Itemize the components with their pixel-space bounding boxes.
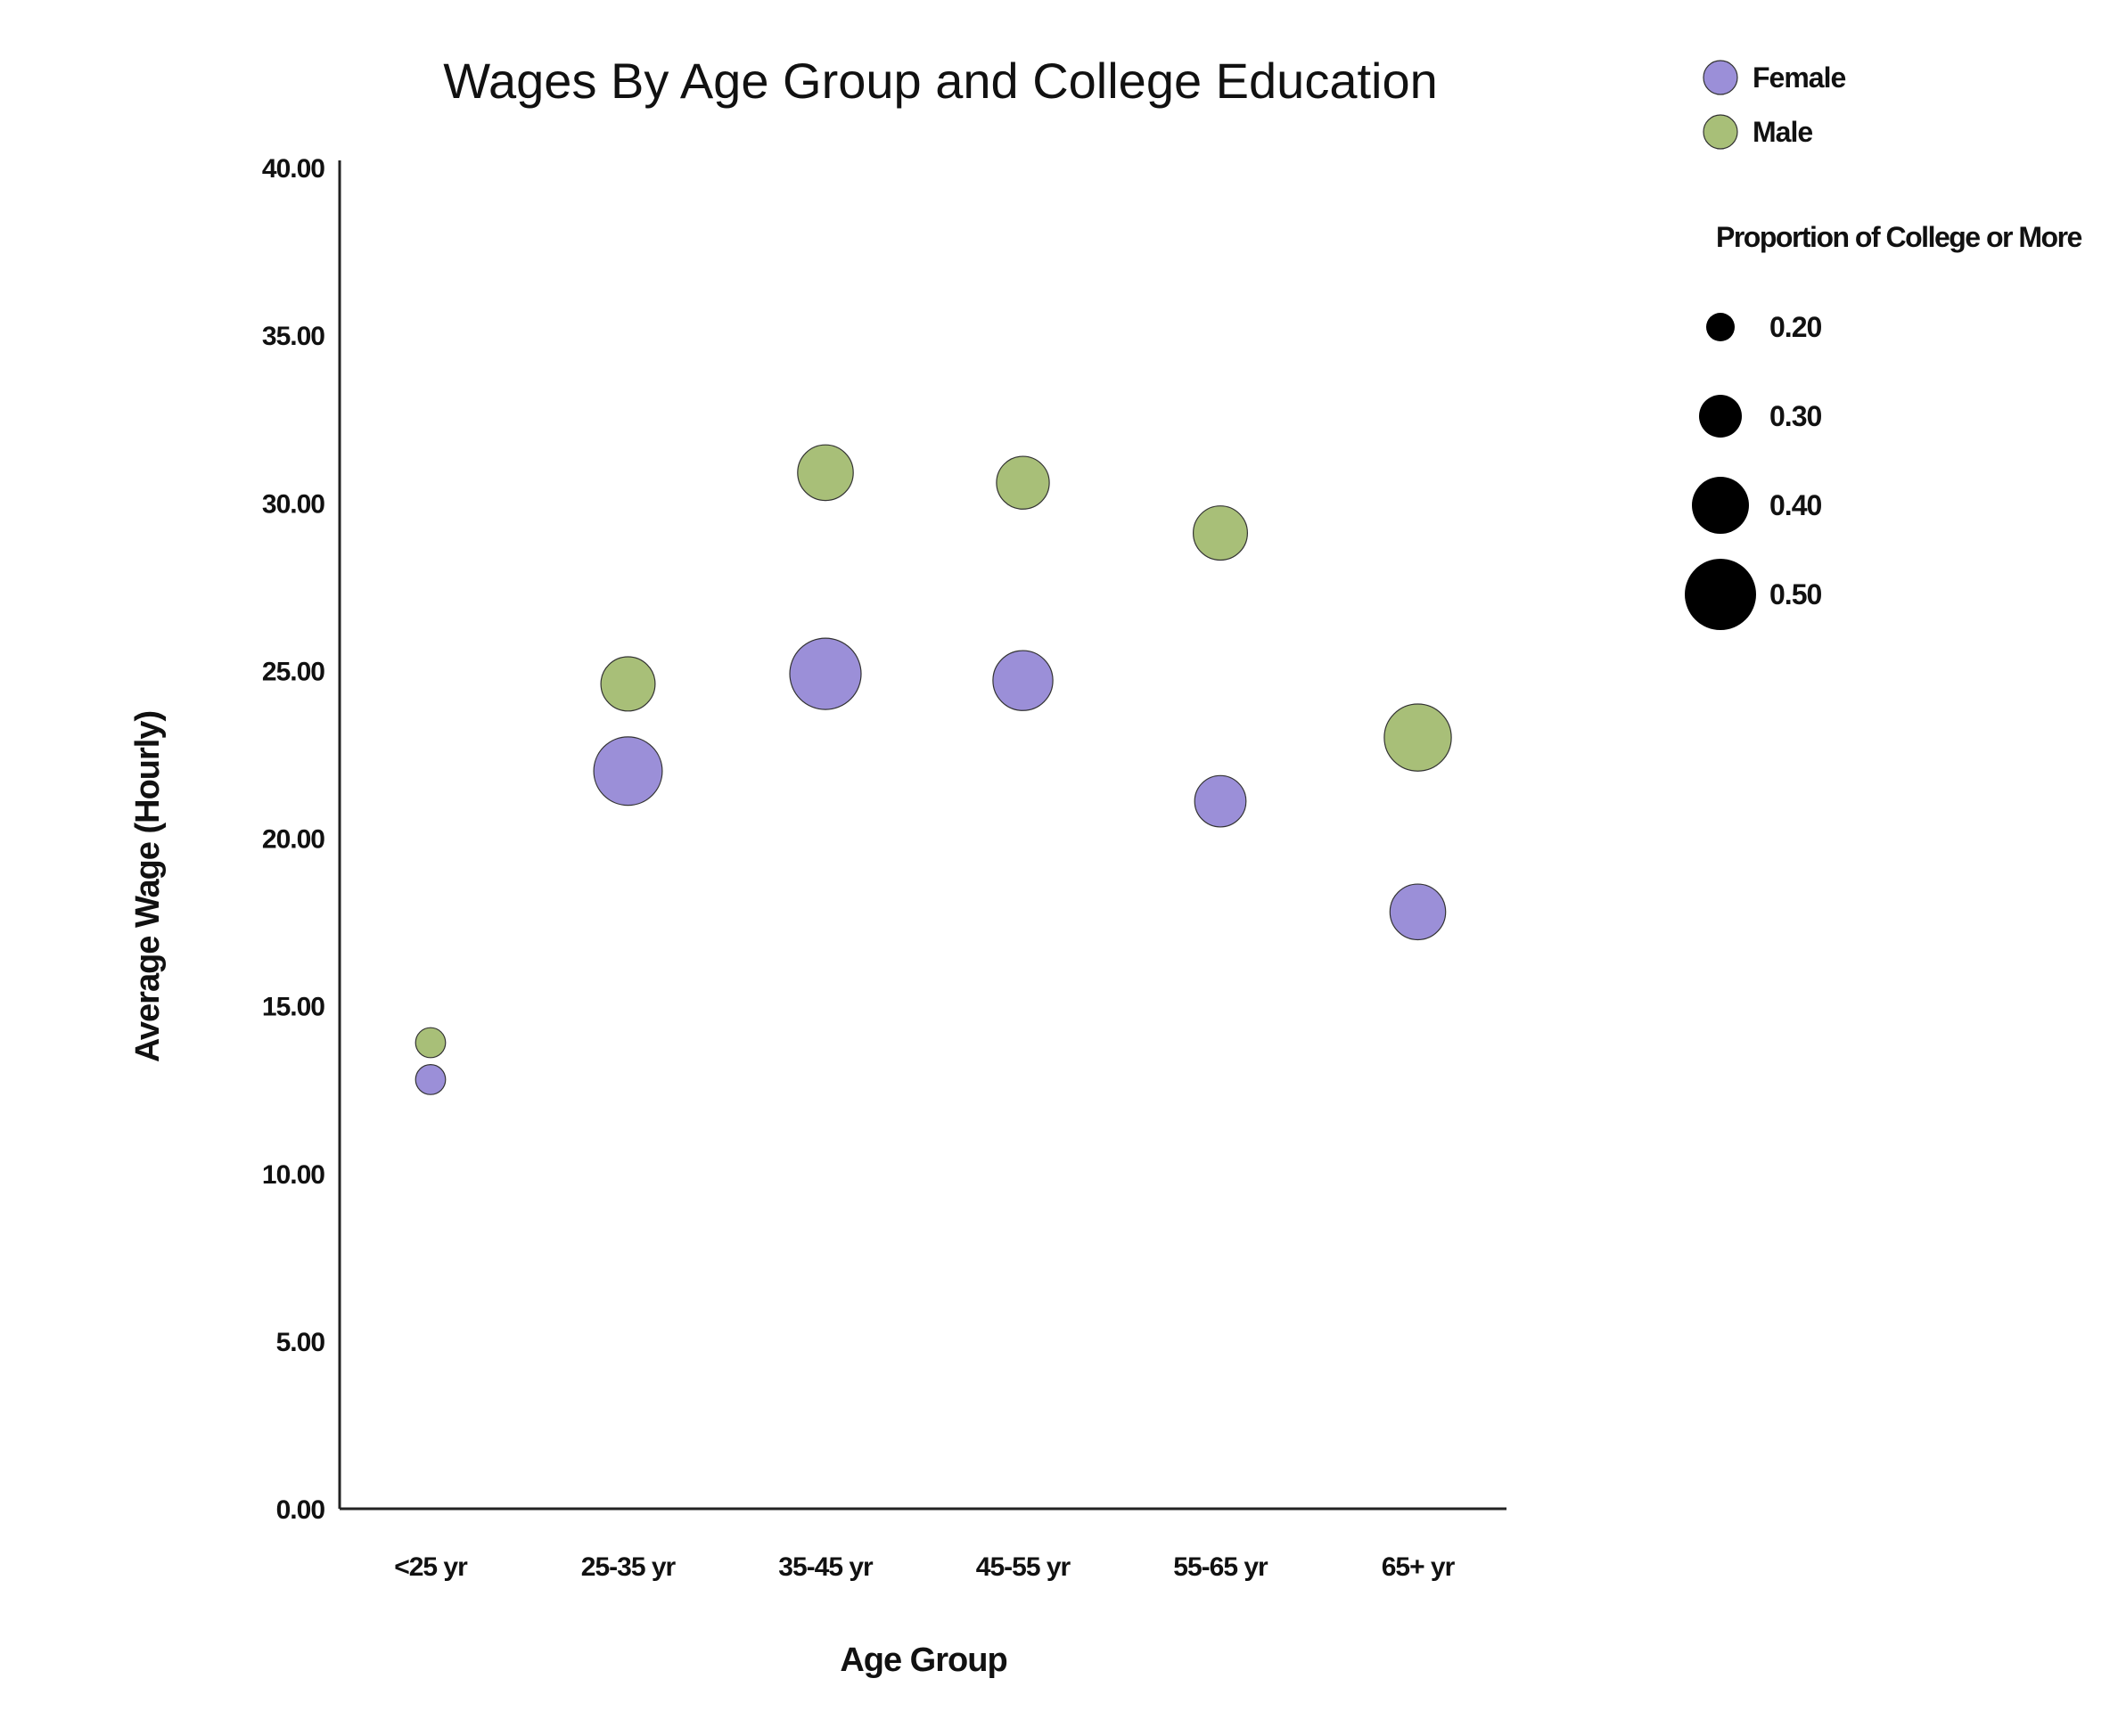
y-tick-label: 20.00 [262, 825, 324, 855]
size-legend-label: 0.20 [1769, 311, 1821, 343]
x-tick-label: 35-45 yr [778, 1552, 874, 1582]
size-legend-label: 0.40 [1769, 489, 1821, 521]
bubble-female [415, 1063, 447, 1095]
y-tick-labels: 0.00 5.00 10.00 15.00 20.00 25.00 30.00 35.00 40… [262, 154, 325, 1525]
legend-marker-male [1703, 114, 1738, 150]
y-tick-label: 40.00 [262, 154, 324, 184]
x-tick-labels: <25 yr 25-35 yr 35-45 yr 45-55 yr 55-65 yr 65… [394, 1552, 1456, 1582]
bubble-male [600, 656, 656, 712]
legend: Female Male Proportion of College or More 0… [1685, 60, 2083, 630]
x-tick-label: 45-55 yr [976, 1552, 1071, 1582]
bubble-female [789, 637, 862, 710]
x-tick-label: 65+ yr [1382, 1552, 1456, 1582]
bubble-male [1383, 703, 1452, 772]
bubble-male [797, 444, 854, 502]
x-tick-label: <25 yr [394, 1552, 468, 1582]
bubbles [415, 444, 1452, 1095]
size-legend-label: 0.30 [1769, 400, 1821, 432]
bubble-female [992, 650, 1054, 711]
legend-label-female: Female [1753, 61, 1845, 94]
x-axis-title: Age Group [840, 1642, 1006, 1679]
size-legend-marker [1692, 477, 1749, 534]
y-tick-label: 5.00 [276, 1328, 325, 1357]
y-tick-label: 15.00 [262, 993, 324, 1022]
x-tick-label: 55-65 yr [1173, 1552, 1268, 1582]
size-legend-label: 0.50 [1769, 578, 1821, 610]
size-legend-marker [1685, 559, 1756, 630]
bubble-male [1192, 505, 1248, 561]
bubble-male [996, 455, 1050, 510]
size-legend-title: Proportion of College or More [1716, 221, 2082, 253]
legend-marker-female [1703, 60, 1738, 95]
bubble-female [1194, 774, 1247, 828]
size-legend-marker [1706, 313, 1735, 341]
chart-title: Wages By Age Group and College Education [443, 53, 1438, 109]
bubble-female [593, 736, 663, 807]
y-tick-label: 10.00 [262, 1160, 324, 1190]
y-tick-label: 25.00 [262, 657, 324, 686]
x-tick-label: 25-35 yr [581, 1552, 677, 1582]
axes [338, 160, 1506, 1511]
bubble-female [1389, 883, 1447, 941]
y-tick-label: 0.00 [276, 1495, 325, 1525]
y-tick-label: 30.00 [262, 489, 324, 519]
y-axis-title: Average Wage (Hourly) [129, 711, 167, 1062]
bubble-male [415, 1027, 447, 1059]
size-legend-marker [1699, 395, 1742, 438]
legend-label-male: Male [1753, 116, 1812, 148]
y-tick-label: 35.00 [262, 322, 324, 351]
